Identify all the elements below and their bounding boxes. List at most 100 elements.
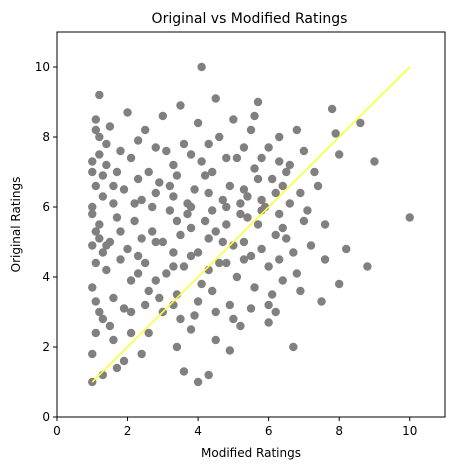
data-point [264, 301, 272, 309]
data-point [173, 217, 181, 225]
data-point [321, 220, 329, 228]
data-point [190, 185, 198, 193]
data-point [204, 189, 212, 197]
data-point [275, 255, 283, 263]
data-point [88, 283, 96, 291]
data-point [127, 329, 135, 337]
data-point [176, 315, 184, 323]
data-point [370, 157, 378, 165]
data-point [314, 182, 322, 190]
data-point [303, 206, 311, 214]
x-tick-label: 8 [335, 424, 343, 438]
data-point [180, 262, 188, 270]
data-point [145, 287, 153, 295]
data-point [116, 255, 124, 263]
y-tick-label: 6 [42, 200, 50, 214]
data-point [92, 259, 100, 267]
data-point [236, 322, 244, 330]
data-point [102, 140, 110, 148]
data-point [215, 133, 223, 141]
data-point [222, 154, 230, 162]
data-point [293, 269, 301, 277]
data-point [152, 276, 160, 284]
data-point [264, 262, 272, 270]
data-point [123, 245, 131, 253]
data-point [310, 168, 318, 176]
data-point [250, 164, 258, 172]
data-point [120, 357, 128, 365]
data-point [229, 115, 237, 123]
data-point [257, 245, 265, 253]
data-point [264, 318, 272, 326]
data-point [254, 175, 262, 183]
data-point [240, 238, 248, 246]
data-point [169, 161, 177, 169]
data-point [406, 213, 414, 221]
data-point [137, 234, 145, 242]
data-point [106, 122, 114, 130]
data-point [204, 140, 212, 148]
data-point [127, 154, 135, 162]
data-point [307, 241, 315, 249]
data-point [204, 371, 212, 379]
x-tick-label: 10 [402, 424, 417, 438]
data-point [130, 217, 138, 225]
data-point [187, 252, 195, 260]
data-point [268, 290, 276, 298]
data-point [254, 98, 262, 106]
data-point [240, 255, 248, 263]
data-point [275, 210, 283, 218]
data-point [317, 297, 325, 305]
data-point [130, 199, 138, 207]
data-point [155, 178, 163, 186]
data-point [92, 182, 100, 190]
data-point [169, 248, 177, 256]
data-point [250, 112, 258, 120]
data-point [152, 143, 160, 151]
data-point [328, 105, 336, 113]
data-point [134, 269, 142, 277]
data-point [279, 276, 287, 284]
data-point [88, 157, 96, 165]
data-point [120, 304, 128, 312]
y-tick-label: 2 [42, 340, 50, 354]
data-point [222, 203, 230, 211]
data-point [226, 301, 234, 309]
data-point [102, 161, 110, 169]
data-point [99, 192, 107, 200]
data-point [289, 248, 297, 256]
data-point [212, 336, 220, 344]
data-point [271, 308, 279, 316]
data-point [219, 238, 227, 246]
data-point [173, 343, 181, 351]
data-point [88, 241, 96, 249]
data-point [152, 189, 160, 197]
y-tick-label: 8 [42, 130, 50, 144]
data-point [176, 231, 184, 239]
data-point [148, 203, 156, 211]
data-point [88, 350, 96, 358]
data-point [208, 287, 216, 295]
x-tick-label: 2 [124, 424, 132, 438]
data-point [212, 94, 220, 102]
data-point [275, 133, 283, 141]
data-point [180, 140, 188, 148]
data-point [162, 269, 170, 277]
data-point [92, 115, 100, 123]
data-point [145, 329, 153, 337]
data-point [226, 182, 234, 190]
data-point [197, 157, 205, 165]
data-point [233, 273, 241, 281]
data-point [271, 231, 279, 239]
data-point [109, 294, 117, 302]
data-point [271, 189, 279, 197]
data-point [197, 63, 205, 71]
data-point [116, 227, 124, 235]
data-point [141, 259, 149, 267]
data-point [275, 157, 283, 165]
data-point [212, 227, 220, 235]
data-point [127, 276, 135, 284]
data-point [222, 220, 230, 228]
data-point [197, 280, 205, 288]
